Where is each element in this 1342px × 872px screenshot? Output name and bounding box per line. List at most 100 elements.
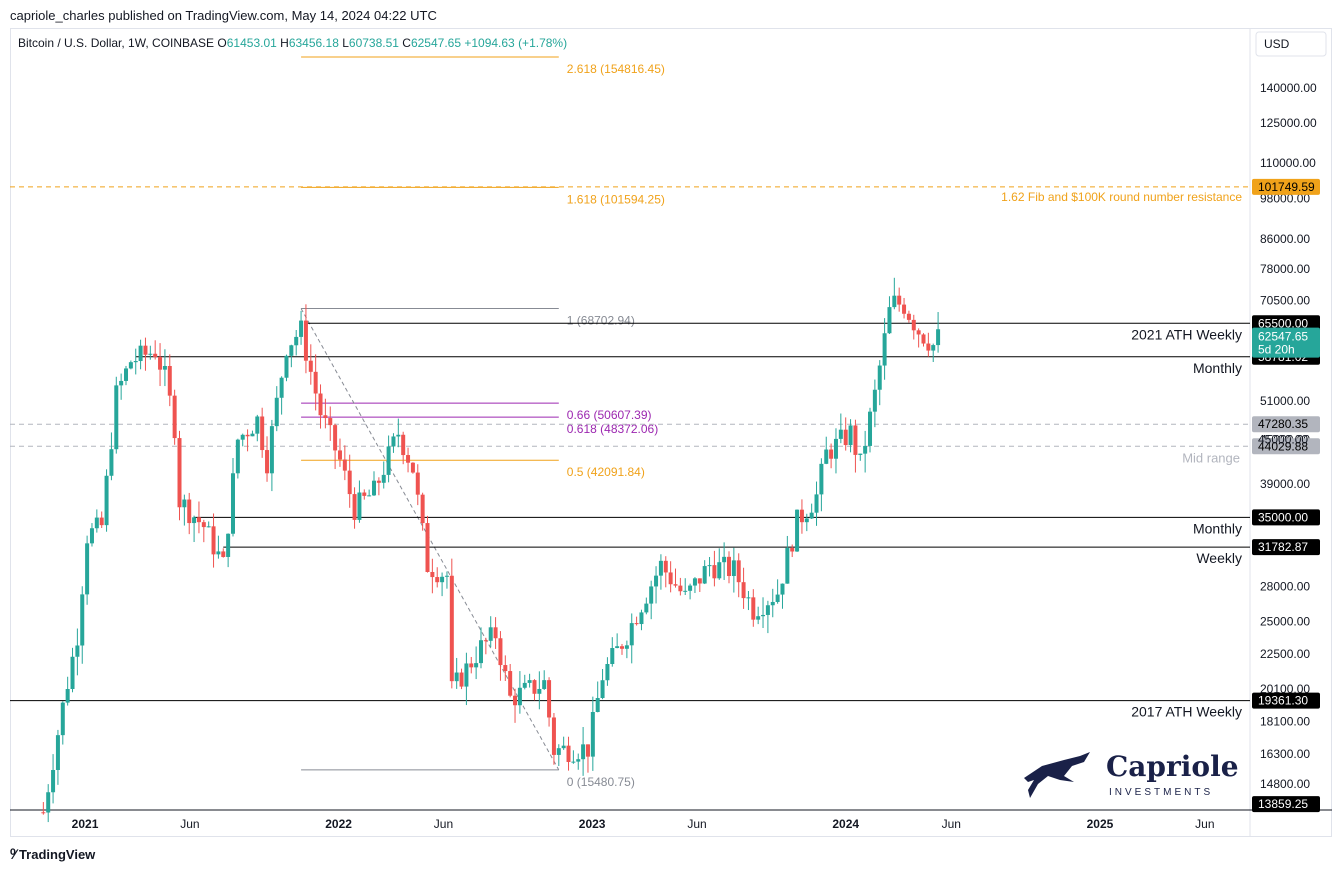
- candle-body: [386, 446, 391, 475]
- candle-body: [556, 748, 561, 755]
- candle-body: [454, 672, 459, 682]
- candle-body: [478, 640, 483, 664]
- candle-body: [537, 688, 542, 694]
- fib-label-0: 0 (15480.75): [567, 775, 635, 789]
- candle-body: [527, 680, 532, 683]
- candle-body: [250, 433, 255, 437]
- candle-body: [192, 517, 197, 524]
- resistance-badge-bg: [1252, 178, 1320, 195]
- candle-body: [921, 334, 926, 344]
- last-price-badge: [1252, 327, 1320, 358]
- candle-body: [211, 526, 216, 555]
- candle-body: [235, 439, 240, 474]
- fib-label-0.5: 0.5 (42091.84): [567, 465, 645, 479]
- y-tick-label-2: 110000.00: [1260, 156, 1316, 170]
- candle-body: [430, 571, 435, 578]
- resistance-note: 1.62 Fib and $100K round number resistan…: [1001, 190, 1242, 204]
- candle-body: [401, 434, 406, 456]
- candle-body: [702, 566, 707, 584]
- candle-body: [493, 627, 498, 639]
- candle-body: [182, 499, 187, 508]
- candle-body: [872, 389, 877, 412]
- candle-body: [868, 411, 873, 446]
- candle-body: [201, 522, 206, 528]
- candle-body: [51, 769, 56, 793]
- candle-body: [795, 509, 800, 552]
- candle-body: [226, 533, 231, 557]
- candle-body: [668, 572, 673, 585]
- x-tick-label-2: 2022: [325, 817, 352, 831]
- candles-group: [41, 277, 941, 823]
- candle-body: [162, 365, 167, 370]
- candle-body: [522, 682, 527, 688]
- x-tick-label-6: 2024: [832, 817, 859, 831]
- candle-body: [303, 320, 308, 361]
- candle-body: [216, 551, 221, 555]
- candle-body: [761, 614, 766, 617]
- candle-body: [124, 368, 129, 381]
- candle-body: [688, 585, 693, 591]
- candle-body: [663, 560, 668, 573]
- candle-body: [187, 499, 192, 524]
- candle-body: [692, 578, 697, 586]
- tradingview-brand[interactable]: ⁰∕ TradingView: [10, 846, 95, 863]
- candle-body: [508, 671, 513, 696]
- candle-body: [60, 702, 65, 736]
- y-tick-label-15: 20100.00: [1260, 682, 1310, 696]
- candle-body: [799, 509, 804, 523]
- extra-price-label: 45000.00: [1258, 433, 1308, 447]
- candle-body: [104, 475, 109, 526]
- y-tick-label-12: 28000.00: [1260, 579, 1310, 593]
- candle-body: [936, 329, 941, 346]
- y-tick-label-3: 98000.00: [1260, 192, 1310, 206]
- candle-body: [440, 576, 445, 583]
- range-bottom-badge: 44029.88: [1258, 439, 1308, 453]
- candle-body: [712, 565, 717, 579]
- candle-body: [55, 735, 60, 770]
- fib-label-0.618: 0.618 (48372.06): [567, 422, 658, 436]
- candle-body: [498, 638, 503, 666]
- candle-body: [328, 418, 333, 426]
- candle-body: [459, 672, 464, 687]
- level-badge-3-bg: [1252, 539, 1320, 556]
- horse-jumping-icon: [1024, 752, 1090, 798]
- candle-body: [352, 494, 357, 520]
- candle-body: [892, 295, 897, 308]
- candle-body: [221, 551, 226, 557]
- level-label-3: Weekly: [1196, 550, 1242, 566]
- candle-body: [814, 494, 819, 513]
- candle-body: [260, 416, 265, 451]
- candle-body: [245, 434, 250, 437]
- candle-body: [133, 361, 138, 363]
- resistance-badge: 101749.59: [1258, 180, 1315, 194]
- candle-body: [770, 601, 775, 606]
- candle-body: [381, 474, 386, 483]
- candle-body: [342, 459, 347, 471]
- candle-body: [376, 480, 381, 483]
- candle-body: [863, 445, 868, 454]
- level-badge-2-bg: [1252, 509, 1320, 526]
- currency-button[interactable]: [1255, 31, 1327, 57]
- ohlc-legend: Bitcoin / U.S. Dollar, 1W, COINBASE O614…: [18, 36, 567, 50]
- candle-body: [65, 688, 70, 703]
- candle-body: [804, 518, 809, 523]
- candle-body: [128, 362, 133, 369]
- y-tick-label-16: 18100.00: [1260, 714, 1310, 728]
- candle-body: [308, 360, 313, 372]
- candle-body: [931, 345, 936, 351]
- y-tick-label-6: 70500.00: [1260, 294, 1310, 308]
- x-tick-label-1: Jun: [180, 817, 199, 831]
- fib-label-1.618: 1.618 (101594.25): [567, 192, 665, 206]
- candle-body: [138, 345, 143, 362]
- fib-label-0.66: 0.66 (50607.39): [567, 408, 652, 422]
- candle-body: [571, 761, 576, 763]
- candle-body: [449, 575, 454, 682]
- capriole-watermark: Capriole INVESTMENTS: [1024, 750, 1239, 798]
- candle-body: [585, 744, 590, 757]
- candle-body: [410, 462, 415, 473]
- candle-body: [639, 612, 644, 625]
- tradingview-brand-label: TradingView: [18, 847, 96, 862]
- candle-body: [887, 307, 892, 334]
- candle-body: [576, 759, 581, 762]
